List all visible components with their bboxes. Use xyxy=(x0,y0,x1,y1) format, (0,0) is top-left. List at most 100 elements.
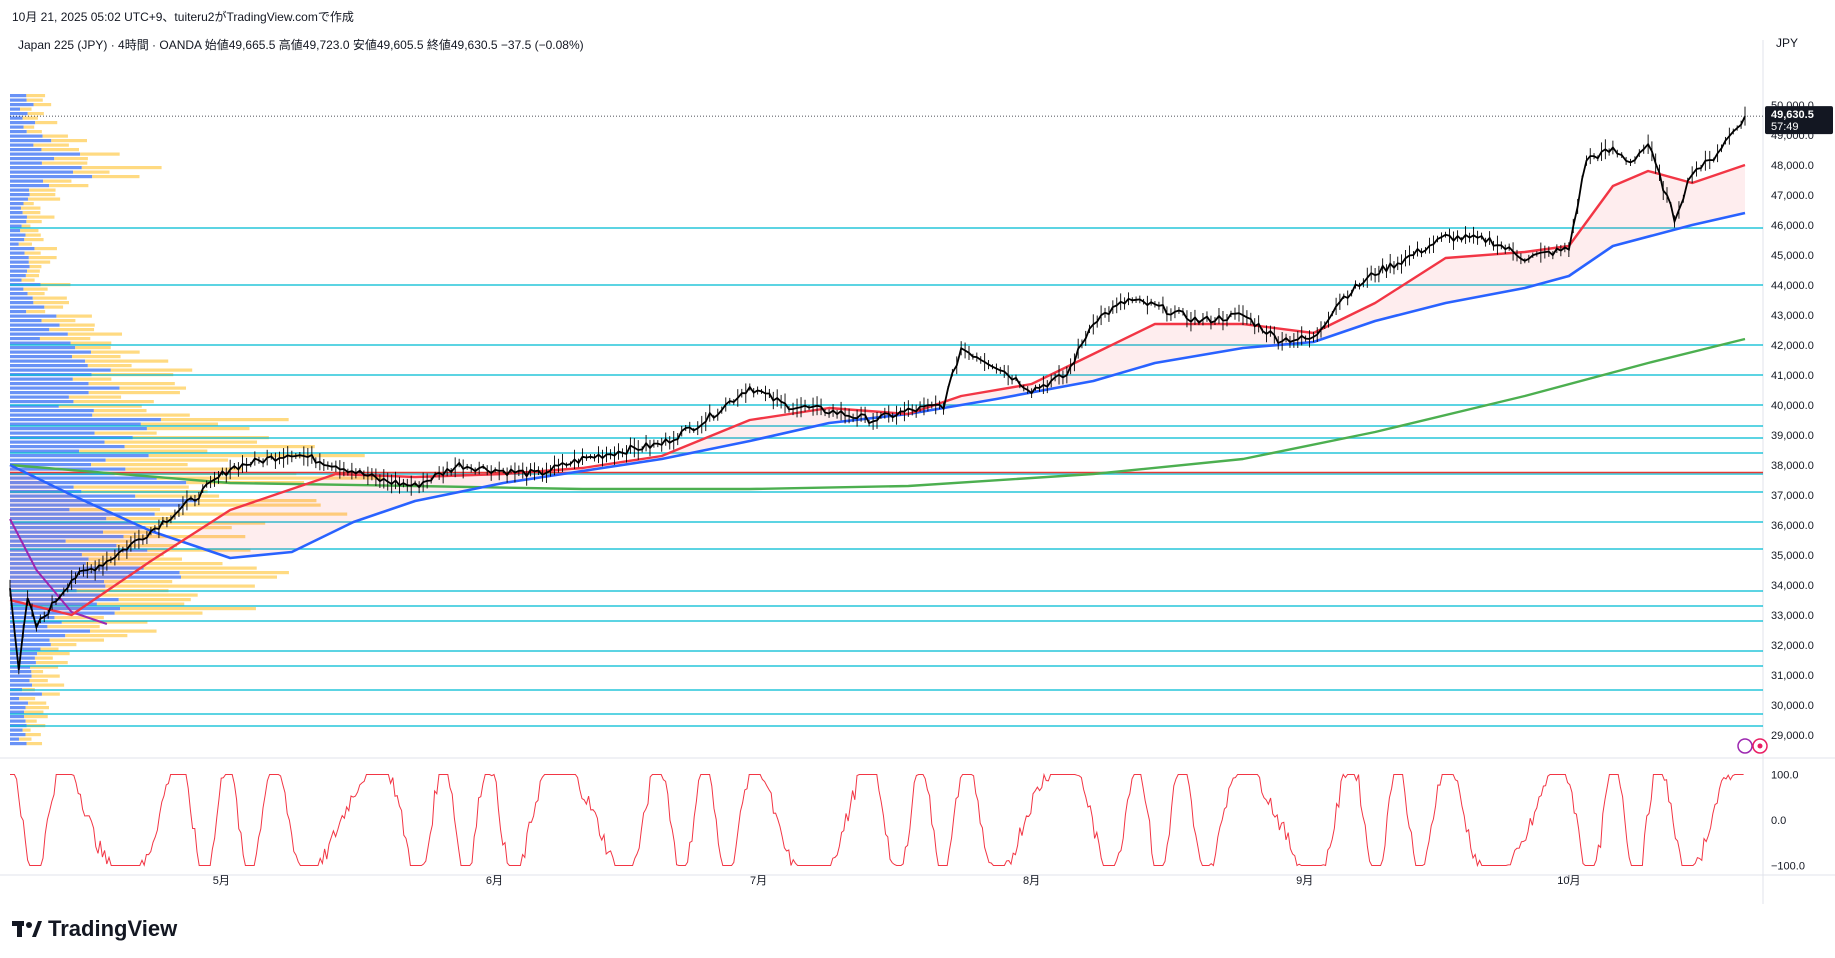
volume-profile-bar xyxy=(61,620,148,624)
volume-profile-bar xyxy=(40,647,59,651)
volume-profile-bar xyxy=(58,404,142,408)
volume-profile-bar xyxy=(10,386,120,390)
volume-profile-bar xyxy=(31,670,44,674)
volume-profile-bar xyxy=(10,247,35,251)
volume-profile-bar xyxy=(85,359,169,363)
volume-profile-bar xyxy=(31,674,60,678)
volume-profile-bar xyxy=(116,544,178,548)
symbol-legend[interactable]: Japan 225 (JPY) · 4時間 · OANDA 始値49,665.5… xyxy=(18,38,584,52)
volume-profile-bar xyxy=(10,332,68,336)
volume-profile-bar xyxy=(24,238,44,242)
volume-profile-bar xyxy=(10,238,25,242)
volume-profile-bar xyxy=(75,346,111,350)
date-axis-tick-label: 7月 xyxy=(750,875,767,887)
volume-profile-bar xyxy=(92,413,190,417)
volume-profile-bar xyxy=(183,503,321,507)
volume-profile-bar xyxy=(22,116,38,120)
volume-profile-bar xyxy=(25,733,41,737)
alert-marker-dot xyxy=(1757,743,1763,749)
event-marker-icon[interactable] xyxy=(1737,738,1753,754)
volume-profile-bar xyxy=(10,287,24,291)
price-axis-tick-label: 34,000.0 xyxy=(1771,580,1814,592)
volume-profile-bar xyxy=(10,152,81,156)
volume-profile-bar xyxy=(89,629,157,633)
volume-profile-bar xyxy=(69,508,160,512)
volume-profile-bar xyxy=(39,337,91,341)
volume-profile-bar xyxy=(135,521,266,525)
volume-profile-bar xyxy=(10,715,25,719)
volume-profile-bar xyxy=(35,121,58,125)
volume-profile-bar xyxy=(10,562,86,566)
volume-profile-bar xyxy=(100,593,198,597)
volume-profile-bar xyxy=(24,251,41,255)
volume-profile-bar xyxy=(26,310,46,314)
volume-profile-bar xyxy=(26,94,46,98)
price-axis-tick-label: 29,000.0 xyxy=(1771,730,1814,742)
volume-profile-bar xyxy=(10,584,106,588)
currency-label[interactable]: JPY xyxy=(1776,36,1799,50)
volume-profile-bar xyxy=(25,274,40,278)
volume-profile-bar xyxy=(10,364,88,368)
price-axis-tick-label: 38,000.0 xyxy=(1771,460,1814,472)
volume-profile-bar xyxy=(88,557,182,561)
volume-profile-bar xyxy=(25,706,49,710)
price-chart[interactable]: 29,000.0 30,000.0 31,000.0 32,000.0 33,000.0… xyxy=(0,0,1835,905)
volume-profile-bar xyxy=(146,427,250,431)
volume-profile-bar xyxy=(179,571,289,575)
volume-profile-bar xyxy=(10,404,59,408)
volume-profile-bar xyxy=(10,166,82,170)
volume-profile-bar xyxy=(10,481,187,485)
volume-profile-bar xyxy=(41,319,76,323)
volume-profile-bar xyxy=(70,341,112,345)
price-axis-tick-label: 48,000.0 xyxy=(1771,160,1814,172)
price-axis-tick-label: 37,000.0 xyxy=(1771,490,1814,502)
volume-profile-bar xyxy=(119,386,187,390)
volume-profile-bar xyxy=(65,634,128,638)
volume-profile-bar xyxy=(10,355,72,359)
volume-profile-bar xyxy=(73,170,110,174)
volume-profile-bar xyxy=(25,719,37,723)
volume-profile-bar xyxy=(27,112,44,116)
volume-profile-bar xyxy=(10,94,27,98)
volume-profile-bar xyxy=(80,152,120,156)
volume-profile-bar xyxy=(10,445,125,449)
volume-profile-bar xyxy=(10,427,147,431)
volume-profile-bar xyxy=(10,323,60,327)
volume-profile-bar xyxy=(10,292,28,296)
volume-profile-bar xyxy=(10,526,146,530)
volume-profile-bar xyxy=(29,193,56,197)
volume-profile-bar xyxy=(10,328,50,332)
volume-profile-bar xyxy=(10,593,101,597)
volume-profile-bar xyxy=(10,661,36,665)
last-price-tag[interactable] xyxy=(1765,106,1833,135)
volume-profile-bar xyxy=(10,296,33,300)
volume-profile-bar xyxy=(10,535,124,539)
volume-profile-bar xyxy=(10,274,26,278)
volume-profile-bar xyxy=(19,737,32,741)
volume-profile-bar xyxy=(73,485,189,489)
volume-profile-bar xyxy=(29,265,42,269)
volume-profile-bar xyxy=(145,526,232,530)
volume-profile-bar xyxy=(26,215,55,219)
volume-profile-bar xyxy=(33,301,69,305)
volume-profile-bar xyxy=(92,175,140,179)
volume-profile-bar xyxy=(10,341,71,345)
volume-profile-bar xyxy=(10,170,74,174)
volume-profile-bar xyxy=(10,229,21,233)
volume-profile-bar xyxy=(29,679,48,683)
volume-profile-bar xyxy=(10,409,94,413)
volume-profile-bar xyxy=(10,422,141,426)
volume-profile-bar xyxy=(10,454,149,458)
volume-profile-bar xyxy=(20,229,39,233)
volume-profile-bar xyxy=(10,652,38,656)
volume-profile-bar xyxy=(10,616,55,620)
tradingview-logo: TradingView xyxy=(12,916,177,942)
price-axis-tick-label: 36,000.0 xyxy=(1771,520,1814,532)
volume-profile-bar xyxy=(10,139,52,143)
oscillator-axis-tick-label: 0.0 xyxy=(1771,815,1786,827)
volume-profile-bar xyxy=(10,665,31,669)
volume-profile-bar xyxy=(26,742,43,746)
volume-profile-bar xyxy=(10,382,89,386)
volume-profile-bar xyxy=(10,512,155,516)
volume-profile-bar xyxy=(10,256,29,260)
